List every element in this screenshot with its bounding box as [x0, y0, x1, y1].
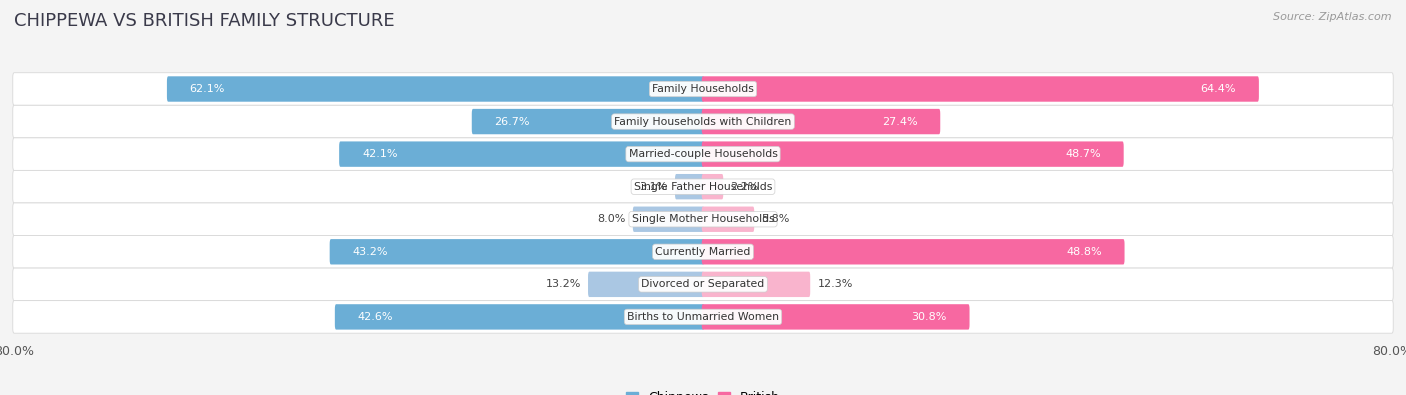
FancyBboxPatch shape: [339, 141, 704, 167]
FancyBboxPatch shape: [588, 272, 704, 297]
FancyBboxPatch shape: [702, 76, 1258, 102]
FancyBboxPatch shape: [13, 170, 1393, 203]
Text: 13.2%: 13.2%: [546, 279, 581, 290]
Text: 42.6%: 42.6%: [357, 312, 394, 322]
Text: 43.2%: 43.2%: [353, 247, 388, 257]
Text: 26.7%: 26.7%: [495, 117, 530, 126]
FancyBboxPatch shape: [13, 268, 1393, 301]
FancyBboxPatch shape: [13, 138, 1393, 170]
Text: Single Mother Households: Single Mother Households: [631, 214, 775, 224]
Text: Single Father Households: Single Father Households: [634, 182, 772, 192]
Text: 42.1%: 42.1%: [361, 149, 398, 159]
FancyBboxPatch shape: [675, 174, 704, 199]
Text: CHIPPEWA VS BRITISH FAMILY STRUCTURE: CHIPPEWA VS BRITISH FAMILY STRUCTURE: [14, 12, 395, 30]
Text: 2.2%: 2.2%: [731, 182, 759, 192]
Text: Divorced or Separated: Divorced or Separated: [641, 279, 765, 290]
Text: Married-couple Households: Married-couple Households: [628, 149, 778, 159]
FancyBboxPatch shape: [702, 141, 1123, 167]
FancyBboxPatch shape: [702, 174, 723, 199]
FancyBboxPatch shape: [633, 207, 704, 232]
FancyBboxPatch shape: [702, 207, 754, 232]
Text: 3.1%: 3.1%: [640, 182, 668, 192]
Text: 48.8%: 48.8%: [1066, 247, 1102, 257]
Text: 48.7%: 48.7%: [1066, 149, 1101, 159]
Text: 12.3%: 12.3%: [817, 279, 853, 290]
FancyBboxPatch shape: [167, 76, 704, 102]
FancyBboxPatch shape: [702, 304, 970, 329]
FancyBboxPatch shape: [13, 105, 1393, 138]
FancyBboxPatch shape: [13, 203, 1393, 235]
Text: 27.4%: 27.4%: [882, 117, 918, 126]
Text: 64.4%: 64.4%: [1201, 84, 1236, 94]
FancyBboxPatch shape: [13, 73, 1393, 105]
Text: 30.8%: 30.8%: [911, 312, 946, 322]
Text: Family Households: Family Households: [652, 84, 754, 94]
Text: Family Households with Children: Family Households with Children: [614, 117, 792, 126]
Legend: Chippewa, British: Chippewa, British: [621, 386, 785, 395]
Text: 62.1%: 62.1%: [190, 84, 225, 94]
Text: Source: ZipAtlas.com: Source: ZipAtlas.com: [1274, 12, 1392, 22]
Text: 5.8%: 5.8%: [762, 214, 790, 224]
Text: Births to Unmarried Women: Births to Unmarried Women: [627, 312, 779, 322]
Text: 8.0%: 8.0%: [598, 214, 626, 224]
FancyBboxPatch shape: [702, 109, 941, 134]
FancyBboxPatch shape: [702, 272, 810, 297]
FancyBboxPatch shape: [13, 235, 1393, 268]
FancyBboxPatch shape: [13, 301, 1393, 333]
FancyBboxPatch shape: [702, 239, 1125, 265]
FancyBboxPatch shape: [329, 239, 704, 265]
FancyBboxPatch shape: [335, 304, 704, 329]
FancyBboxPatch shape: [472, 109, 704, 134]
Text: Currently Married: Currently Married: [655, 247, 751, 257]
